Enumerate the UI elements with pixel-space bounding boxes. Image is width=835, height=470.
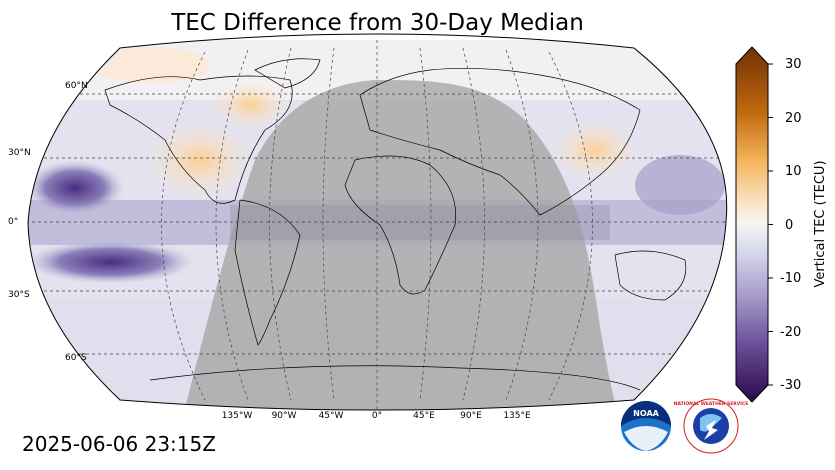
colorbar-tick-m20: -20 xyxy=(780,325,801,340)
graticule xyxy=(28,40,727,410)
chart-title: TEC Difference from 30-Day Median xyxy=(171,10,584,36)
lat-label-60n: 60°N xyxy=(65,81,88,91)
lon-label-0: 0° xyxy=(372,411,382,421)
lat-label-0: 0° xyxy=(8,217,18,227)
colorbar-tick-20: 20 xyxy=(785,111,802,126)
map-outline xyxy=(27,33,728,411)
colorbar: 30 20 10 0 -10 -20 -30 Vertical TEC (TEC… xyxy=(735,46,828,403)
nws-logo: NATIONAL WEATHER SERVICE xyxy=(674,398,749,454)
colorbar-tick-0: 0 xyxy=(785,218,793,233)
lat-label-30s: 30°S xyxy=(8,290,30,300)
lon-label-45w: 45°W xyxy=(319,411,344,421)
lon-label-90e: 90°E xyxy=(460,411,482,421)
colorbar-tick-30: 30 xyxy=(785,57,802,72)
colorbar-label: Vertical TEC (TECU) xyxy=(813,160,828,287)
noaa-logo-text: NOAA xyxy=(633,409,659,418)
nws-logo-text: NATIONAL WEATHER SERVICE xyxy=(674,401,749,407)
coastlines xyxy=(104,58,687,391)
lat-label-60s: 60°S xyxy=(65,353,87,363)
noaa-logo: NOAA xyxy=(621,401,671,451)
lon-label-45e: 45°E xyxy=(413,411,435,421)
colorbar-tick-m30: -30 xyxy=(780,378,801,393)
lat-label-30n: 30°N xyxy=(8,148,31,158)
colorbar-tick-10: 10 xyxy=(785,164,802,179)
night-shading xyxy=(182,80,620,410)
colorbar-tick-m10: -10 xyxy=(780,271,801,286)
lon-label-135e: 135°E xyxy=(503,411,531,421)
lon-label-90w: 90°W xyxy=(272,411,297,421)
timestamp: 2025-06-06 23:15Z xyxy=(22,432,216,456)
map-globe xyxy=(28,40,727,410)
lon-label-135w: 135°W xyxy=(222,411,253,421)
